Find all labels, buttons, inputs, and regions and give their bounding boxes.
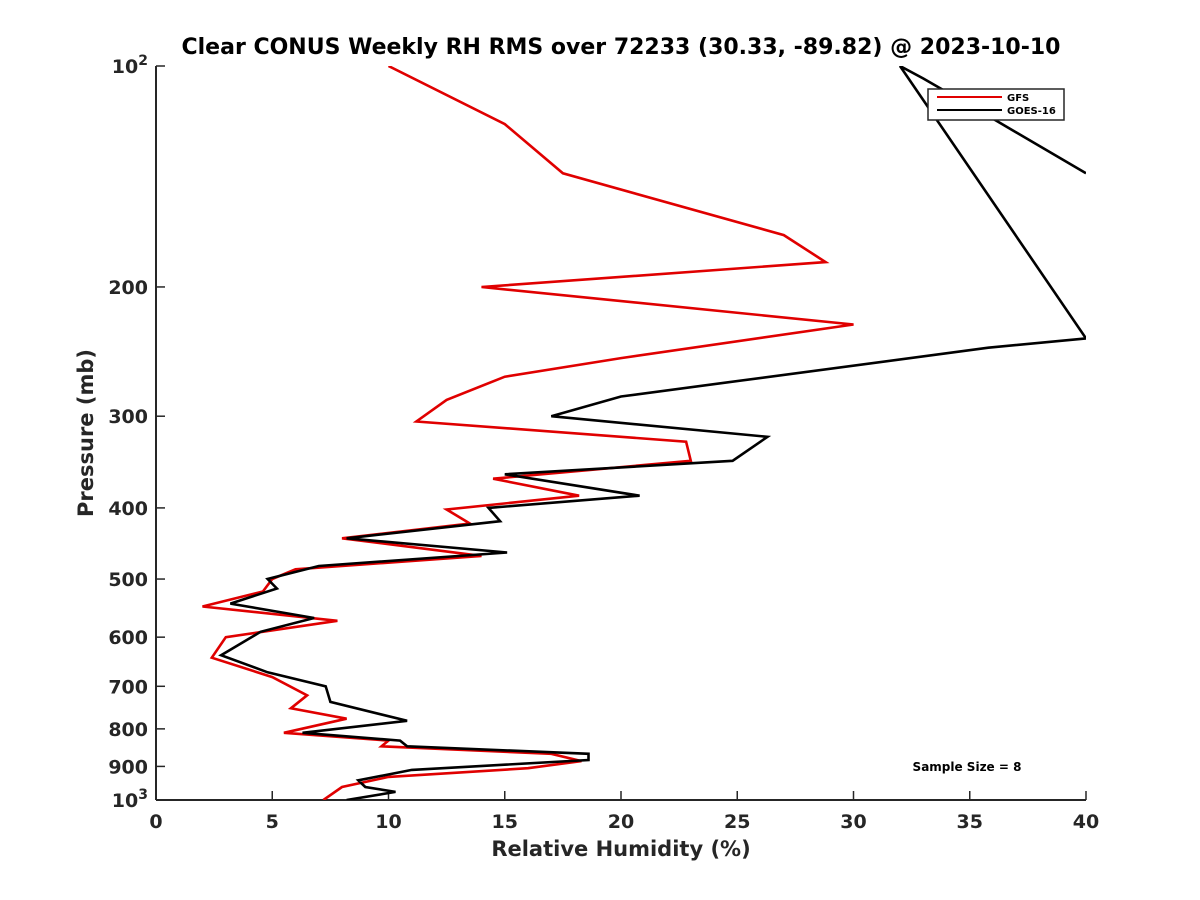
sample-size-annotation: Sample Size = 8: [913, 760, 1022, 774]
y-tick-label: 800: [108, 719, 148, 741]
y-tick-label: 600: [108, 627, 148, 649]
series-line-goes16: [218, 66, 1086, 800]
y-axis-ticks: 102 200 300 400 500 600 700 800 900 103: [108, 53, 165, 812]
chart-title: Clear CONUS Weekly RH RMS over 72233 (30…: [182, 35, 1061, 60]
x-tick-label: 10: [375, 811, 401, 833]
series-line-gfs: [202, 66, 854, 800]
y-tick-label: 900: [108, 756, 148, 778]
x-tick-label: 35: [957, 811, 983, 833]
y-tick-label: 102: [112, 53, 148, 78]
y-tick-label: 700: [108, 676, 148, 698]
x-axis-ticks: 0 5 10 15 20 25 30 35 40: [149, 791, 1099, 833]
x-tick-label: 30: [840, 811, 866, 833]
x-tick-label: 40: [1073, 811, 1099, 833]
series-layer: [202, 66, 1086, 800]
x-axis-label: Relative Humidity (%): [491, 837, 750, 861]
x-tick-label: 0: [149, 811, 162, 833]
legend-label-goes16: GOES-16: [1007, 106, 1056, 117]
x-tick-label: 20: [608, 811, 634, 833]
y-tick-label: 300: [108, 406, 148, 428]
x-tick-label: 5: [266, 811, 279, 833]
y-tick-label: 200: [108, 277, 148, 299]
x-tick-label: 25: [724, 811, 750, 833]
y-tick-label: 500: [108, 569, 148, 591]
legend: GFS GOES-16: [927, 88, 1065, 121]
y-tick-label: 103: [112, 787, 148, 812]
x-tick-label: 15: [492, 811, 518, 833]
legend-box: [927, 88, 1065, 121]
legend-label-gfs: GFS: [1007, 93, 1029, 104]
y-axis-label: Pressure (mb): [74, 349, 98, 517]
y-tick-label: 400: [108, 498, 148, 520]
